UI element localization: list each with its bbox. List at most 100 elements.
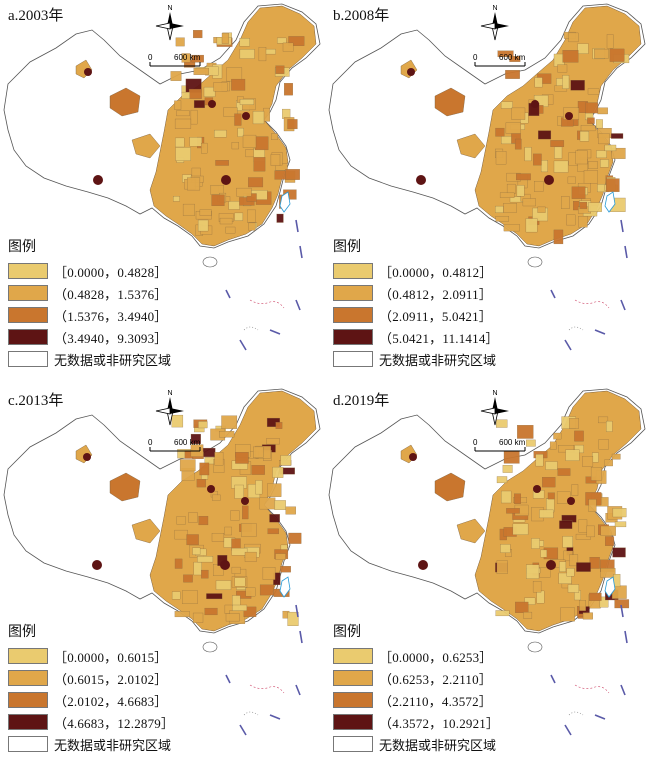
sea-boundary-dash <box>239 339 247 351</box>
sea-boundary-dash <box>269 329 281 335</box>
prefecture-cell <box>594 48 609 59</box>
island-taiwan <box>279 576 291 598</box>
prefecture-cell <box>536 590 545 604</box>
prefecture-cell <box>176 516 186 525</box>
prefecture-cell <box>221 33 229 44</box>
prefecture-cell <box>545 461 558 470</box>
prefecture-cell <box>535 454 544 467</box>
prefecture-cell <box>576 562 591 572</box>
prefecture-cell <box>579 201 588 209</box>
legend-item: ［0.0000，0.6253］ <box>333 646 499 666</box>
hotspot-cell <box>416 175 426 185</box>
prefecture-cell <box>192 547 201 555</box>
compass-icon: N <box>480 5 509 41</box>
sea-boundary-dash <box>564 724 572 736</box>
prefecture-cell <box>174 529 188 540</box>
prefecture-cell <box>574 430 584 442</box>
prefecture-cell <box>585 102 599 114</box>
prefecture-cell <box>193 67 209 75</box>
island-hainan <box>202 641 218 653</box>
prefecture-cell <box>605 536 615 546</box>
legend-swatch <box>8 307 48 323</box>
scale-zero: 0 <box>148 438 153 447</box>
prefecture-cell <box>181 53 191 63</box>
prefecture-cell <box>589 592 602 601</box>
prefecture-cell <box>569 554 579 567</box>
island-hainan <box>527 256 543 268</box>
prefecture-cell <box>171 414 184 428</box>
prefecture-cell <box>566 568 575 577</box>
map-2019: N 0 600 km <box>328 388 646 736</box>
scale-bar: 0 600 km <box>148 438 201 452</box>
prefecture-cell <box>526 564 540 579</box>
prefecture-cell <box>525 218 538 233</box>
prefecture-cell <box>206 593 223 600</box>
prefecture-cell <box>589 557 600 569</box>
prefecture-cell <box>231 78 246 91</box>
hotspot-cell <box>92 560 102 570</box>
legend-item-nodata: 无数据或非研究区域 <box>8 349 171 369</box>
prefecture-cell <box>199 209 212 216</box>
prefecture-cell <box>239 49 255 59</box>
hotspot-cell <box>407 68 415 76</box>
prefecture-cell <box>586 525 595 538</box>
prefecture-cell <box>610 133 624 139</box>
prefecture-cell <box>565 449 580 461</box>
legend-swatch <box>333 263 373 279</box>
prefecture-cell <box>242 505 249 520</box>
prefecture-cell <box>253 157 266 172</box>
prefecture-cell <box>534 77 543 88</box>
prefecture-cell <box>571 186 586 199</box>
prefecture-cell <box>267 528 279 535</box>
prefecture-cell <box>562 75 570 89</box>
prefecture-cell <box>236 187 252 197</box>
legend-label: （4.3572，10.2921］ <box>379 715 500 731</box>
prefecture-cell <box>567 176 576 184</box>
prefecture-cell <box>235 452 249 464</box>
prefecture-cell <box>215 160 229 166</box>
legend-item: （0.6015，2.0102］ <box>8 668 174 688</box>
prefecture-cell <box>284 83 293 96</box>
scale-bar: 0 600 km <box>473 438 526 452</box>
legend-label: 无数据或非研究区域 <box>379 738 497 754</box>
prefecture-cell <box>503 450 520 464</box>
prefecture-cell <box>604 459 613 467</box>
prefecture-cell <box>170 71 182 81</box>
prefecture-cell <box>495 127 505 137</box>
legend-label: （0.4812，2.0911］ <box>379 286 493 302</box>
prefecture-cell <box>230 510 240 521</box>
prefecture-cell <box>598 416 609 424</box>
prefecture-cell <box>239 99 255 105</box>
prefecture-cell <box>190 109 198 125</box>
prefecture-cell <box>537 206 546 213</box>
prefecture-cell <box>252 111 265 125</box>
study-patch <box>131 518 161 544</box>
hotspot-cell <box>84 68 92 76</box>
prefecture-cell <box>234 212 244 221</box>
hotspot-cell <box>565 112 573 120</box>
legend-label: ［0.0000，0.4812］ <box>379 264 493 280</box>
prefecture-cell <box>245 587 256 597</box>
prefecture-cell <box>214 452 224 466</box>
prefecture-cell <box>179 459 196 472</box>
prefecture-cell <box>174 100 182 110</box>
prefecture-cell <box>174 118 192 129</box>
legend-swatch <box>333 351 373 367</box>
prefecture-cell <box>614 521 627 528</box>
prefecture-cell <box>265 48 276 55</box>
prefecture-cell <box>562 536 573 548</box>
legend-label: （3.4940，9.3093］ <box>54 330 168 346</box>
legend-title: 图例 <box>333 624 361 640</box>
legend-item-nodata: 无数据或非研究区域 <box>333 734 499 754</box>
prefecture-cell <box>502 465 513 473</box>
prefecture-cell <box>201 142 208 154</box>
legend-item-nodata: 无数据或非研究区域 <box>8 734 174 754</box>
prefecture-cell <box>531 538 540 549</box>
hotspot-cell <box>207 485 215 493</box>
legend-label: 无数据或非研究区域 <box>54 738 172 754</box>
sea-boundary-dash <box>620 299 626 311</box>
study-patch <box>434 87 466 117</box>
prefecture-cell <box>183 574 193 583</box>
prefecture-cell <box>187 177 201 191</box>
sea-boundary-dash <box>295 684 301 696</box>
